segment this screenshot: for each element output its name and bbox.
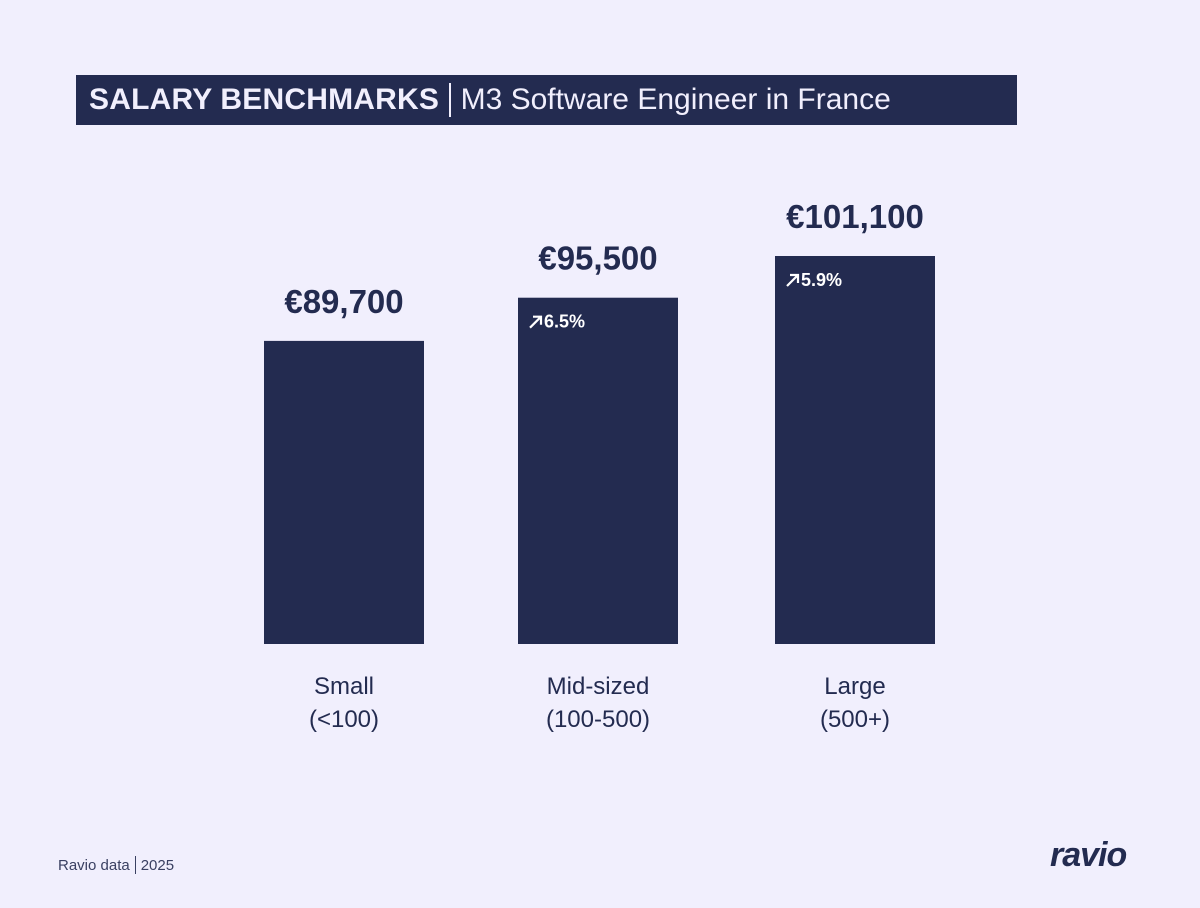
- change-label: 6.5%: [544, 312, 585, 332]
- source-label: Ravio data: [58, 856, 130, 874]
- arrow-up-right-icon: [786, 273, 800, 287]
- category-label: (500+): [820, 706, 890, 733]
- category-label: Large: [824, 673, 885, 700]
- source-year: 2025: [140, 856, 175, 874]
- chart-title: SALARY BENCHMARKS M3 Software Engineer i…: [76, 75, 1017, 125]
- footer-source: Ravio data 2025: [58, 856, 174, 874]
- bar-0: [264, 340, 424, 644]
- category-label: Mid-sized: [547, 673, 650, 700]
- value-label: €95,500: [538, 240, 657, 277]
- title-main: SALARY BENCHMARKS: [89, 83, 440, 116]
- change-label: 5.9%: [801, 270, 842, 290]
- arrow-up-right-icon: [529, 315, 543, 329]
- category-label: (100-500): [546, 706, 650, 733]
- value-label: €101,100: [786, 198, 924, 235]
- bar-1: [518, 297, 678, 644]
- footer-divider: [134, 856, 136, 874]
- title-divider: [449, 83, 451, 117]
- bar-2: [775, 256, 935, 644]
- value-label: €89,700: [284, 283, 403, 320]
- title-subtitle: M3 Software Engineer in France: [460, 83, 891, 116]
- ravio-logo: ravio: [1050, 836, 1127, 874]
- category-label: (<100): [309, 706, 379, 733]
- category-label: Small: [314, 673, 374, 700]
